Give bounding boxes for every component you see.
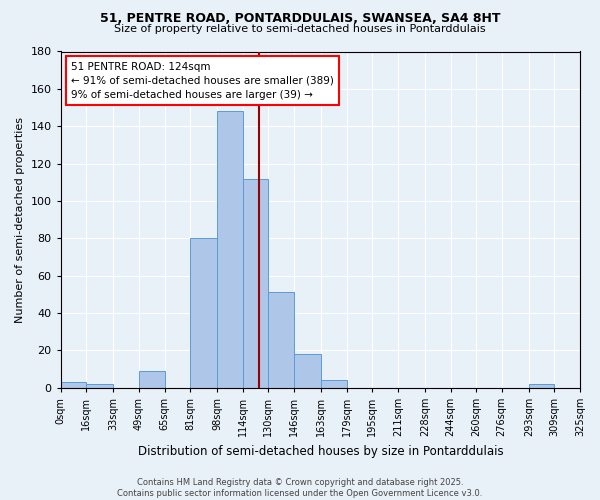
Text: 51 PENTRE ROAD: 124sqm
← 91% of semi-detached houses are smaller (389)
9% of sem: 51 PENTRE ROAD: 124sqm ← 91% of semi-det… — [71, 62, 334, 100]
Bar — [139, 371, 164, 388]
Text: 51, PENTRE ROAD, PONTARDDULAIS, SWANSEA, SA4 8HT: 51, PENTRE ROAD, PONTARDDULAIS, SWANSEA,… — [100, 12, 500, 26]
Bar — [86, 384, 113, 388]
Text: Size of property relative to semi-detached houses in Pontarddulais: Size of property relative to semi-detach… — [114, 24, 486, 34]
Text: Contains HM Land Registry data © Crown copyright and database right 2025.
Contai: Contains HM Land Registry data © Crown c… — [118, 478, 482, 498]
Bar — [190, 238, 217, 388]
Bar — [321, 380, 347, 388]
Bar — [529, 384, 554, 388]
Bar — [217, 112, 243, 388]
Bar — [268, 292, 294, 388]
Bar — [294, 354, 321, 388]
Bar — [61, 382, 86, 388]
Y-axis label: Number of semi-detached properties: Number of semi-detached properties — [15, 116, 25, 322]
Bar — [243, 178, 268, 388]
X-axis label: Distribution of semi-detached houses by size in Pontarddulais: Distribution of semi-detached houses by … — [137, 444, 503, 458]
